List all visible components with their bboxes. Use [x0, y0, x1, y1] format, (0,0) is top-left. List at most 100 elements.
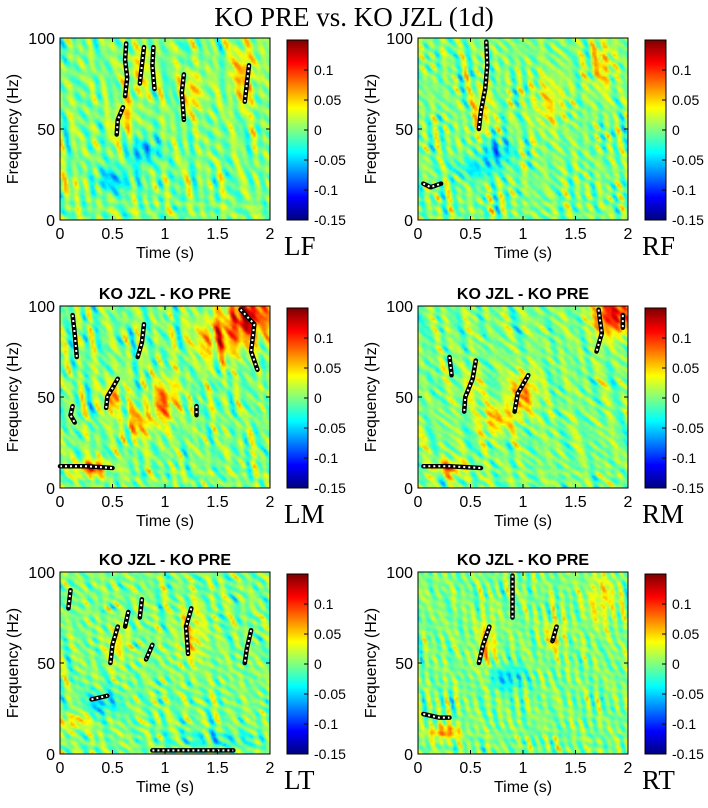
x-tick-label: 0: [414, 760, 423, 777]
x-tick-label: 2: [624, 494, 633, 511]
region-label: LF: [284, 231, 316, 261]
y-axis-label: Frequency (Hz): [5, 608, 22, 718]
panel-subtitle: KO JZL - KO PRE: [99, 286, 231, 303]
colorbar: [287, 40, 308, 220]
spectrogram-heatmap: [60, 306, 270, 488]
y-axis-label: Frequency (Hz): [363, 74, 380, 184]
x-tick-label: 2: [266, 494, 275, 511]
y-tick-label: 50: [395, 656, 413, 673]
significance-contour-dots: [60, 465, 113, 469]
x-tick-label: 1.5: [206, 226, 228, 243]
colorbar-tick-label: -0.05: [314, 152, 346, 168]
x-tick-label: 0.5: [101, 226, 123, 243]
significance-contour-outline: [550, 624, 559, 644]
x-tick-label: 1.5: [206, 494, 228, 511]
significance-contour-dots: [138, 46, 145, 84]
colorbar-tick-label: 0.05: [314, 626, 341, 642]
y-tick-label: 50: [395, 390, 413, 407]
y-tick-label: 100: [386, 299, 413, 316]
colorbar-tick-label: 0.1: [314, 62, 334, 78]
colorbar-tick-label: -0.05: [672, 420, 704, 436]
colorbar-tick-label: 0: [314, 122, 322, 138]
y-tick-label: 0: [404, 481, 413, 498]
colorbar-tick-label: 0: [314, 390, 322, 406]
y-axis-label: Frequency (Hz): [5, 74, 22, 184]
colorbar: [645, 40, 666, 220]
significance-contour-dots: [423, 713, 450, 719]
colorbar-tick-label: 0.1: [314, 330, 334, 346]
colorbar-tick-label: -0.15: [672, 212, 704, 228]
colorbar-tick-label: 0.1: [672, 596, 692, 612]
colorbar: [645, 574, 666, 754]
colorbar-tick-label: 0.05: [672, 360, 699, 376]
colorbar-tick-label: -0.15: [314, 480, 346, 496]
colorbar-tick-label: -0.05: [314, 686, 346, 702]
x-tick-label: 1: [161, 494, 170, 511]
colorbar-tick-label: -0.15: [672, 746, 704, 762]
colorbar-tick-label: 0.05: [672, 626, 699, 642]
significance-contour-dots: [448, 356, 453, 376]
x-tick-label: 2: [266, 760, 275, 777]
colorbar-tick-label: 0.1: [672, 62, 692, 78]
colorbar-tick-label: -0.1: [314, 450, 338, 466]
colorbar: [645, 308, 666, 488]
significance-contour-dots: [422, 182, 442, 189]
y-tick-label: 100: [28, 299, 55, 316]
x-tick-label: 0: [56, 226, 65, 243]
significance-contour-outline: [421, 463, 484, 471]
y-tick-label: 100: [28, 565, 55, 582]
panel-rt: 0 0.5 1 1.5 2 0 50 100 Time (s) Frequency (Hz) KO …: [363, 552, 704, 796]
region-label: RF: [642, 231, 675, 261]
colorbar-tick-label: -0.1: [672, 450, 696, 466]
x-axis-label: Time (s): [494, 779, 552, 796]
region-label: RM: [642, 499, 684, 529]
colorbar-tick-label: -0.05: [672, 686, 704, 702]
y-tick-label: 0: [46, 213, 55, 230]
colorbar-tick-label: 0: [672, 390, 680, 406]
y-tick-label: 50: [395, 122, 413, 139]
x-tick-label: 0: [56, 494, 65, 511]
x-tick-label: 0.5: [459, 760, 481, 777]
colorbar-tick-label: -0.15: [672, 480, 704, 496]
significance-contour-dots: [595, 309, 603, 352]
significance-contour-outline: [68, 403, 77, 425]
panel-lf: 0 0.5 1 1.5 2 0 50 100 Time (s) Frequency (Hz) 0.1…: [5, 31, 346, 262]
region-label: RT: [642, 765, 675, 795]
x-tick-label: 0: [414, 494, 423, 511]
x-tick-label: 0.5: [459, 494, 481, 511]
x-tick-label: 0.5: [101, 494, 123, 511]
y-tick-label: 0: [404, 213, 413, 230]
colorbar-tick-label: 0: [314, 656, 322, 672]
x-tick-label: 2: [624, 226, 633, 243]
y-tick-label: 50: [37, 122, 55, 139]
region-label: LM: [284, 499, 325, 529]
x-tick-label: 1.5: [564, 226, 586, 243]
colorbar: [287, 574, 308, 754]
significance-contour-dots: [423, 465, 482, 469]
y-tick-label: 100: [28, 31, 55, 48]
x-tick-label: 1.5: [206, 760, 228, 777]
spectrogram-heatmap: [418, 38, 628, 220]
x-tick-label: 1.5: [564, 494, 586, 511]
colorbar-tick-label: -0.1: [314, 716, 338, 732]
colorbar-tick-label: 0: [672, 122, 680, 138]
significance-contour-outline: [114, 104, 126, 137]
spectrogram-heatmap: [60, 572, 270, 754]
y-axis-label: Frequency (Hz): [5, 342, 22, 452]
x-axis-label: Time (s): [136, 245, 194, 262]
y-tick-label: 50: [37, 656, 55, 673]
significance-contour-dots: [151, 47, 156, 90]
spectrogram-heatmap: [418, 306, 628, 488]
colorbar-tick-label: -0.05: [672, 152, 704, 168]
significance-contour-dots: [138, 599, 143, 618]
x-axis-label: Time (s): [136, 513, 194, 530]
x-tick-label: 2: [266, 226, 275, 243]
x-tick-label: 1.5: [564, 760, 586, 777]
figure-title: KO PRE vs. KO JZL (1d): [214, 2, 494, 32]
colorbar-tick-label: 0.05: [314, 360, 341, 376]
significance-contour-dots: [239, 308, 259, 371]
y-tick-label: 100: [386, 565, 413, 582]
panel-subtitle: KO JZL - KO PRE: [99, 552, 231, 569]
panel-lt: 0 0.5 1 1.5 2 0 50 100 Time (s) Frequency (Hz) KO …: [5, 552, 346, 796]
